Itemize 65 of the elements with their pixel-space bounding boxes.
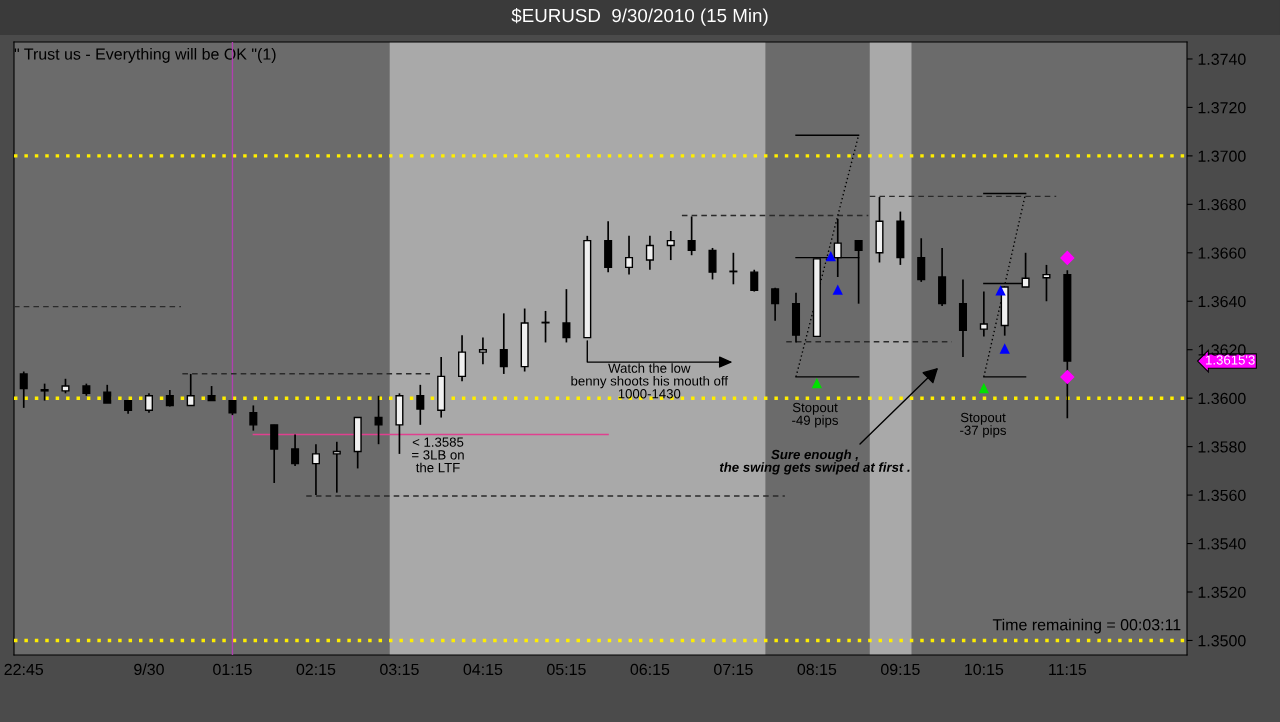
candlestick bbox=[416, 384, 425, 426]
x-tick-label: 06:15 bbox=[630, 663, 670, 676]
y-tick-label: 1.3740 bbox=[1198, 53, 1246, 65]
candlestick bbox=[311, 443, 320, 496]
point bbox=[978, 382, 989, 394]
y-tick-label: 1.3560 bbox=[1198, 489, 1246, 502]
x-tick-label: 10:15 bbox=[965, 663, 1004, 676]
point bbox=[995, 285, 1006, 296]
y-tick-label: 1.3660 bbox=[1198, 247, 1246, 259]
point bbox=[1060, 369, 1075, 385]
y-tick-label: 1.3520 bbox=[1198, 586, 1246, 598]
candlestick bbox=[249, 404, 258, 432]
y-tick-label: 1.3580 bbox=[1198, 441, 1246, 453]
y-tick-label: 1.3540 bbox=[1198, 538, 1246, 550]
candlestick bbox=[499, 312, 508, 375]
annotation: Stopout -37 pips bbox=[960, 412, 1006, 438]
candlestick bbox=[771, 286, 780, 322]
annotation: Time remaining = 00:03:11 bbox=[992, 618, 1181, 634]
candlestick bbox=[917, 237, 926, 283]
candlestick bbox=[478, 336, 487, 366]
x-tick-label: 03:15 bbox=[380, 663, 419, 676]
x-tick-label: 09:15 bbox=[881, 663, 920, 676]
candlestick bbox=[19, 370, 28, 409]
y-tick-label: 1.3680 bbox=[1198, 198, 1246, 211]
annotation: < 1.3585 = 3LB on the LTF bbox=[412, 437, 464, 473]
x-tick-label: 04:15 bbox=[463, 663, 503, 676]
candlestick bbox=[979, 290, 988, 338]
candlestick bbox=[687, 215, 696, 257]
candlestick bbox=[750, 268, 759, 293]
candlestick bbox=[374, 394, 383, 446]
candlestick bbox=[624, 234, 634, 276]
y-tick-label: 1.3600 bbox=[1198, 392, 1246, 405]
point bbox=[1060, 250, 1075, 266]
y-tick-label: 1.3700 bbox=[1198, 150, 1246, 162]
candlestick bbox=[708, 247, 717, 281]
candlestick bbox=[332, 440, 341, 494]
annotation: Sure enough , the swing gets swiped at first . bbox=[719, 449, 910, 475]
x-tick-label: 05:15 bbox=[547, 663, 586, 676]
x-tick-label: 01:15 bbox=[213, 663, 252, 676]
candlestick bbox=[291, 433, 300, 467]
text: 1.3615'3 bbox=[1206, 355, 1255, 365]
x-tick-label: 02:15 bbox=[296, 663, 336, 676]
point bbox=[811, 378, 823, 389]
point bbox=[832, 284, 843, 295]
annotation: Stopout -49 pips bbox=[792, 402, 838, 428]
x-tick-label: 22:45 bbox=[4, 663, 44, 676]
candlestick bbox=[666, 230, 675, 261]
x-tick-label: 9/30 bbox=[134, 663, 164, 676]
x-tick-label: 08:15 bbox=[797, 663, 837, 676]
candlestick bbox=[186, 373, 195, 407]
chart-title: $EURUSD 9/30/2010 (15 Min) bbox=[511, 8, 768, 26]
y-tick-label: 1.3720 bbox=[1198, 102, 1246, 114]
candlestick bbox=[541, 310, 550, 344]
candlestick bbox=[1042, 264, 1051, 303]
candlestick bbox=[144, 392, 154, 414]
annotation: Watch the low benny shoots his mouth off 1000-1430 bbox=[571, 363, 729, 399]
y-tick-label: 1.3620 bbox=[1198, 344, 1246, 356]
candlestick bbox=[103, 384, 112, 404]
point bbox=[999, 343, 1010, 354]
candlestick bbox=[562, 288, 571, 344]
x-tick-label: 07:15 bbox=[714, 663, 753, 676]
x-tick-label: 11:15 bbox=[1049, 663, 1087, 676]
candlestick bbox=[645, 234, 654, 271]
y-tick-label: 1.3640 bbox=[1198, 295, 1246, 308]
y-tick-label: 1.3500 bbox=[1198, 635, 1246, 647]
